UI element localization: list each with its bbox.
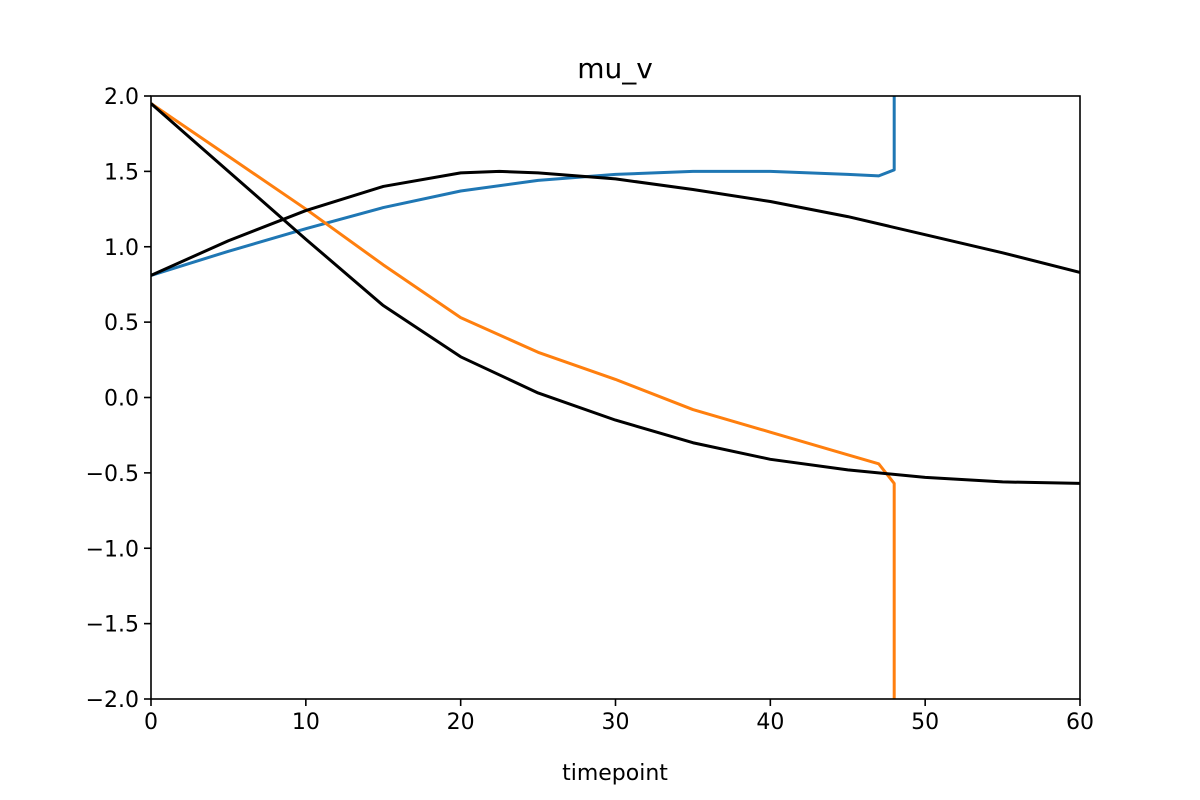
y-tick-label: −0.5 — [86, 462, 139, 487]
x-axis-label: timepoint — [562, 761, 668, 786]
y-axis: −2.0 −1.5 −1.0 −0.5 0.0 0.5 1.0 1.5 2.0 — [86, 85, 151, 713]
series-line-2 — [151, 102, 896, 699]
y-tick-label: 0.5 — [104, 311, 139, 336]
y-tick-label: 2.0 — [104, 85, 139, 110]
x-tick-label: 30 — [602, 710, 630, 735]
x-tick-label: 10 — [292, 710, 320, 735]
y-tick-label: −1.5 — [86, 613, 139, 638]
x-tick-label: 50 — [911, 710, 939, 735]
x-axis: 0 10 20 30 40 50 60 — [144, 699, 1094, 735]
y-tick-label: 1.0 — [104, 236, 139, 261]
x-tick-label: 20 — [447, 710, 475, 735]
y-tick-label: 1.5 — [104, 160, 139, 185]
plot-area — [151, 96, 1080, 699]
y-tick-label: −1.0 — [86, 537, 139, 562]
y-tick-label: 0.0 — [104, 387, 139, 412]
series-line-3 — [151, 169, 1080, 277]
x-tick-label: 40 — [756, 710, 784, 735]
y-tick-label: −2.0 — [86, 688, 139, 713]
series-line-1 — [151, 96, 896, 277]
x-tick-label: 0 — [144, 710, 158, 735]
series-line-4 — [151, 102, 1080, 485]
plot-frame — [150, 95, 1081, 700]
x-tick-label: 60 — [1066, 710, 1094, 735]
chart-title: mu_v — [577, 52, 653, 85]
